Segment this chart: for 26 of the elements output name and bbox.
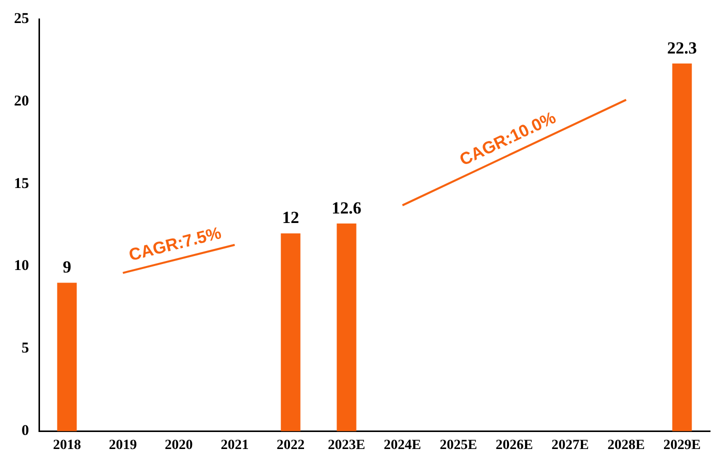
x-tick-label: 2021 (220, 438, 249, 454)
x-tick-label: 2024E (384, 438, 422, 454)
data-label: 22.3 (667, 38, 697, 58)
y-tick-label: 20 (14, 93, 29, 110)
data-label: 12 (282, 208, 300, 228)
data-label: 9 (62, 258, 72, 277)
bar (336, 223, 356, 432)
x-tick-label: 2023E (328, 438, 366, 454)
x-tick-label: 2018 (52, 438, 81, 454)
y-tick-label: 25 (14, 10, 29, 27)
x-tick-label: 2026E (496, 438, 533, 454)
x-tick-label: 2022 (276, 438, 305, 454)
bar (57, 282, 77, 432)
x-tick-label: 2028E (607, 438, 645, 454)
x-tick-label: 2029E (663, 438, 701, 454)
y-tick-label: 0 (22, 423, 29, 440)
y-tick-label: 15 (14, 176, 29, 192)
bar (672, 64, 692, 432)
x-tick-label: 2025E (440, 438, 478, 454)
x-tick-label: 2020 (164, 438, 193, 454)
y-tick-label: 5 (22, 340, 29, 357)
bar (280, 233, 300, 432)
y-tick-label: 10 (14, 258, 29, 274)
x-tick-label: 2019 (108, 438, 137, 454)
x-tick-label: 2027E (552, 438, 589, 454)
data-label: 12.6 (332, 198, 362, 218)
